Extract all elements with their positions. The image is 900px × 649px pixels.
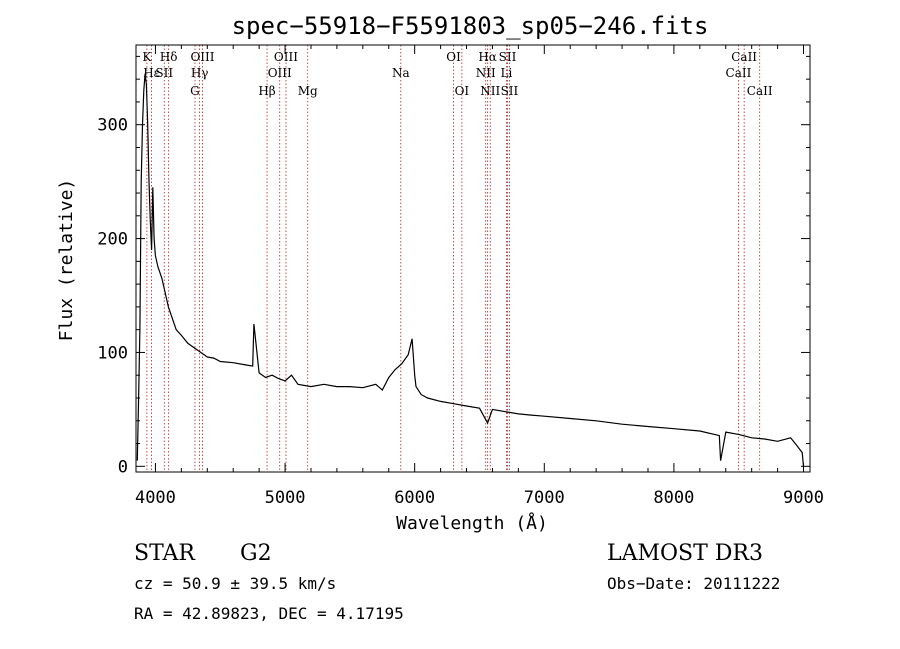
y-tick-label-1: 100	[97, 343, 128, 363]
line-label-11: Na	[392, 66, 410, 80]
x-tick-label-3: 7000	[524, 488, 565, 508]
line-label-6: Hγ	[191, 66, 209, 80]
line-label-2: SII	[155, 66, 173, 80]
x-tick-label-0: 4000	[135, 488, 176, 508]
object-subclass: G2	[240, 541, 272, 566]
line-label-22: CaII	[747, 84, 773, 98]
line-label-1: Hε	[143, 66, 160, 80]
line-label-12: OI	[446, 50, 461, 64]
survey-name: LAMOST DR3	[607, 541, 763, 566]
x-axis-ticks: 4000 5000 6000 7000 8000 9000	[135, 45, 824, 508]
x-tick-label-1: 5000	[265, 488, 306, 508]
flux-series-line	[136, 73, 805, 467]
line-label-17: SII	[499, 50, 517, 64]
redshift-cz: cz = 50.9 ± 39.5 km/s	[134, 574, 336, 593]
line-label-19: Li	[501, 66, 513, 80]
line-label-8: OIII	[268, 66, 292, 80]
line-label-10: Mg	[298, 84, 318, 98]
line-label-18: SII	[501, 84, 519, 98]
observation-date: Obs−Date: 20111222	[607, 574, 780, 593]
line-label-0: K	[142, 50, 152, 64]
spectral-line-markers	[146, 45, 761, 472]
object-class: STAR	[134, 541, 196, 566]
line-label-5: OIII	[190, 50, 214, 64]
line-label-3: Hδ	[160, 50, 178, 64]
line-label-7: Hβ	[258, 84, 275, 98]
y-axis-label: Flux (relative)	[56, 179, 77, 342]
line-label-16: NII	[480, 84, 500, 98]
x-axis-label: Wavelength (Å)	[396, 512, 548, 534]
line-label-15: Hα	[478, 50, 497, 64]
chart-title: spec−55918−F5591803_sp05−246.fits	[232, 12, 709, 40]
y-axis-ticks: 0 100 200 300	[97, 55, 810, 477]
x-tick-label-2: 6000	[394, 488, 435, 508]
line-label-14: NII	[476, 66, 496, 80]
spectral-line-labels: KHεSIIHδGOIIIHγHβOIIIOIIIMgNaOIOINIIHαNI…	[142, 50, 772, 98]
sky-coordinates: RA = 42.89823, DEC = 4.17195	[134, 604, 404, 623]
line-label-9: OIII	[274, 50, 298, 64]
y-tick-label-2: 200	[97, 230, 128, 250]
y-tick-label-3: 300	[97, 116, 128, 136]
x-tick-label-5: 9000	[783, 488, 824, 508]
line-label-20: CaII	[726, 66, 752, 80]
x-tick-label-4: 8000	[653, 488, 694, 508]
plot-frame	[135, 44, 811, 473]
y-tick-label-0: 0	[118, 457, 128, 477]
line-label-13: OI	[455, 84, 470, 98]
line-label-21: CaII	[731, 50, 757, 64]
line-label-4: G	[190, 84, 200, 98]
